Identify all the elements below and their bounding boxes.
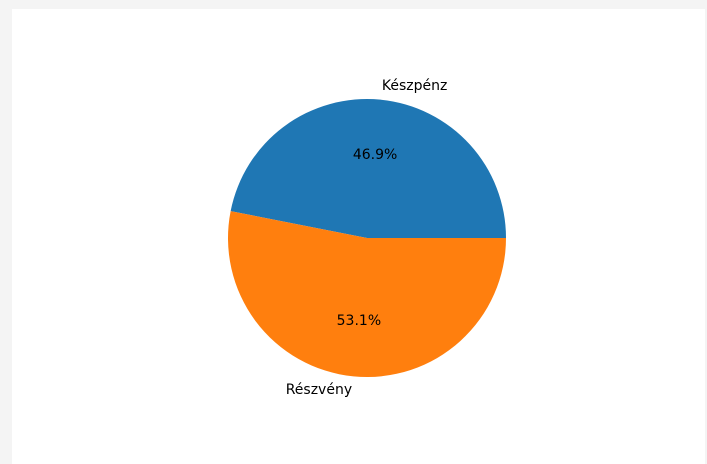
pie-percent-label-1: 46.9% [353,147,397,163]
figure-canvas: 46.9% Készpénz 53.1% Részvény [12,9,705,464]
pie-category-label-1: Készpénz [382,78,447,94]
pie-percent-label-2: 53.1% [337,313,381,329]
pie-slices [228,99,507,378]
pie-slice-2 [228,211,507,378]
pie-slice-1 [230,99,506,238]
pie-labels: 46.9% Készpénz 53.1% Részvény [286,78,448,398]
pie-category-label-2: Részvény [286,382,352,398]
pie-chart: 46.9% Készpénz 53.1% Részvény [228,78,507,398]
